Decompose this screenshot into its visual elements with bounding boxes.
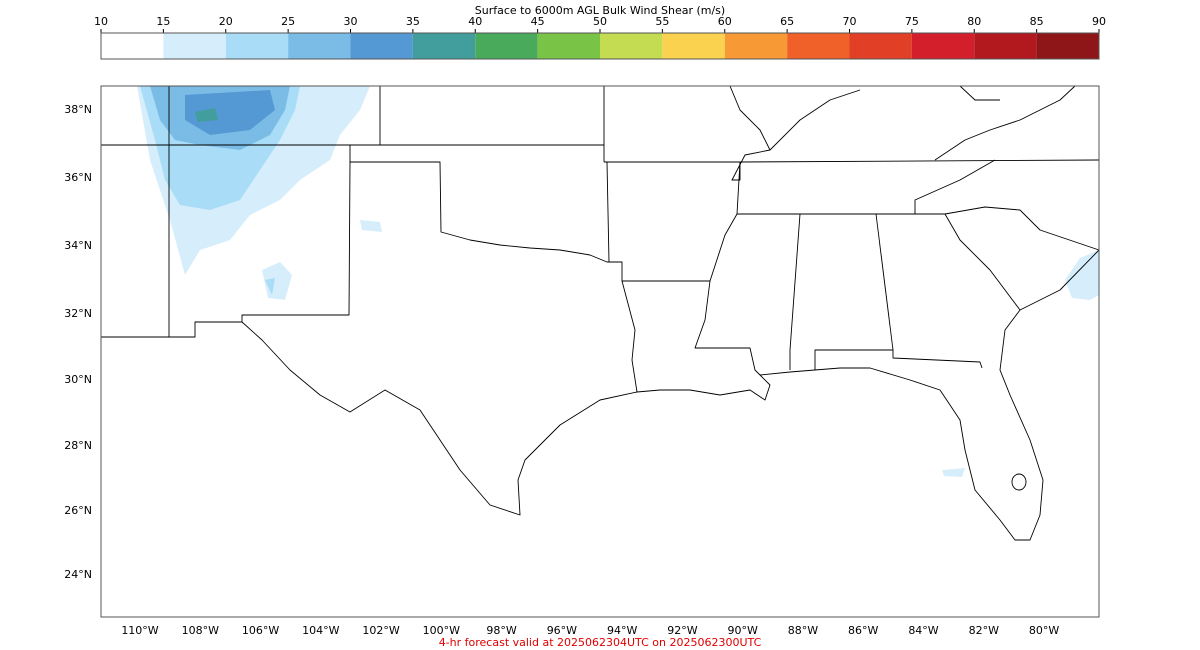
lat-label: 24°N	[64, 568, 92, 581]
lat-label: 28°N	[64, 439, 92, 452]
colorbar-bin	[101, 33, 164, 59]
lon-label: 80°W	[1029, 624, 1059, 637]
lon-label: 102°W	[362, 624, 399, 637]
lat-label: 34°N	[64, 239, 92, 252]
colorbar-tick-label: 80	[967, 15, 981, 28]
colorbar-tick-label: 65	[780, 15, 794, 28]
colorbar-tick-label: 55	[655, 15, 669, 28]
colorbar-title: Surface to 6000m AGL Bulk Wind Shear (m/…	[475, 4, 725, 17]
colorbar-bin	[974, 33, 1037, 59]
lon-label: 86°W	[848, 624, 878, 637]
footer-note: 4-hr forecast valid at 2025062304UTC on …	[439, 636, 762, 649]
colorbar-frame	[100, 32, 1100, 60]
lon-label: 110°W	[121, 624, 158, 637]
shear-shading	[137, 86, 1099, 477]
lon-label: 106°W	[242, 624, 279, 637]
colorbar-bin	[412, 33, 476, 59]
lon-label: 92°W	[667, 624, 697, 637]
lon-label: 98°W	[486, 624, 516, 637]
colorbar-bin	[288, 33, 351, 59]
lat-label: 26°N	[64, 504, 92, 517]
colorbar-bin	[724, 33, 788, 59]
colorbar: 10 15 20 25 30 35 40 45 50 55 60 65 70 75 80 85 90	[94, 15, 1106, 59]
colorbar-bin	[849, 33, 912, 59]
lon-label: 88°W	[788, 624, 818, 637]
colorbar-tick-label: 50	[593, 15, 607, 28]
lat-label: 32°N	[64, 307, 92, 320]
colorbar-tick-label: 60	[718, 15, 732, 28]
colorbar-tick-label: 90	[1092, 15, 1106, 28]
colorbar-bin	[911, 33, 975, 59]
colorbar-bin	[1036, 33, 1099, 59]
lat-label: 36°N	[64, 171, 92, 184]
colorbar-bin	[600, 33, 663, 59]
lon-label: 108°W	[182, 624, 219, 637]
lon-label: 94°W	[607, 624, 637, 637]
colorbar-bin	[537, 33, 600, 59]
lon-label: 82°W	[969, 624, 999, 637]
graticule-labels: 38°N 36°N 34°N 32°N 30°N 28°N 26°N 24°N 110°W 108…	[64, 103, 1059, 637]
colorbar-tick-label: 10	[94, 15, 108, 28]
boundaries	[101, 85, 1100, 541]
colorbar-tick-label: 15	[156, 15, 170, 28]
lon-label: 104°W	[302, 624, 339, 637]
lon-label: 96°W	[547, 624, 577, 637]
colorbar-tick-label: 45	[531, 15, 545, 28]
colorbar-tick-label: 35	[406, 15, 420, 28]
colorbar-tick-label: 40	[468, 15, 482, 28]
colorbar-tick-label: 20	[219, 15, 233, 28]
lat-label: 30°N	[64, 373, 92, 386]
lon-label: 90°W	[728, 624, 758, 637]
colorbar-bin	[662, 33, 725, 59]
lon-label: 100°W	[423, 624, 460, 637]
colorbar-bin	[163, 33, 226, 59]
colorbar-bin	[225, 33, 289, 59]
map-frame	[100, 85, 1100, 618]
colorbar-tick-label: 30	[344, 15, 358, 28]
colorbar-bin	[475, 33, 538, 59]
colorbar-tick-label: 70	[843, 15, 857, 28]
colorbar-tick-label: 75	[905, 15, 919, 28]
lat-label: 38°N	[64, 103, 92, 116]
colorbar-bin	[350, 33, 413, 59]
colorbar-tick-label: 85	[1030, 15, 1044, 28]
colorbar-tick-label: 25	[281, 15, 295, 28]
lon-label: 84°W	[908, 624, 938, 637]
colorbar-bin	[787, 33, 850, 59]
